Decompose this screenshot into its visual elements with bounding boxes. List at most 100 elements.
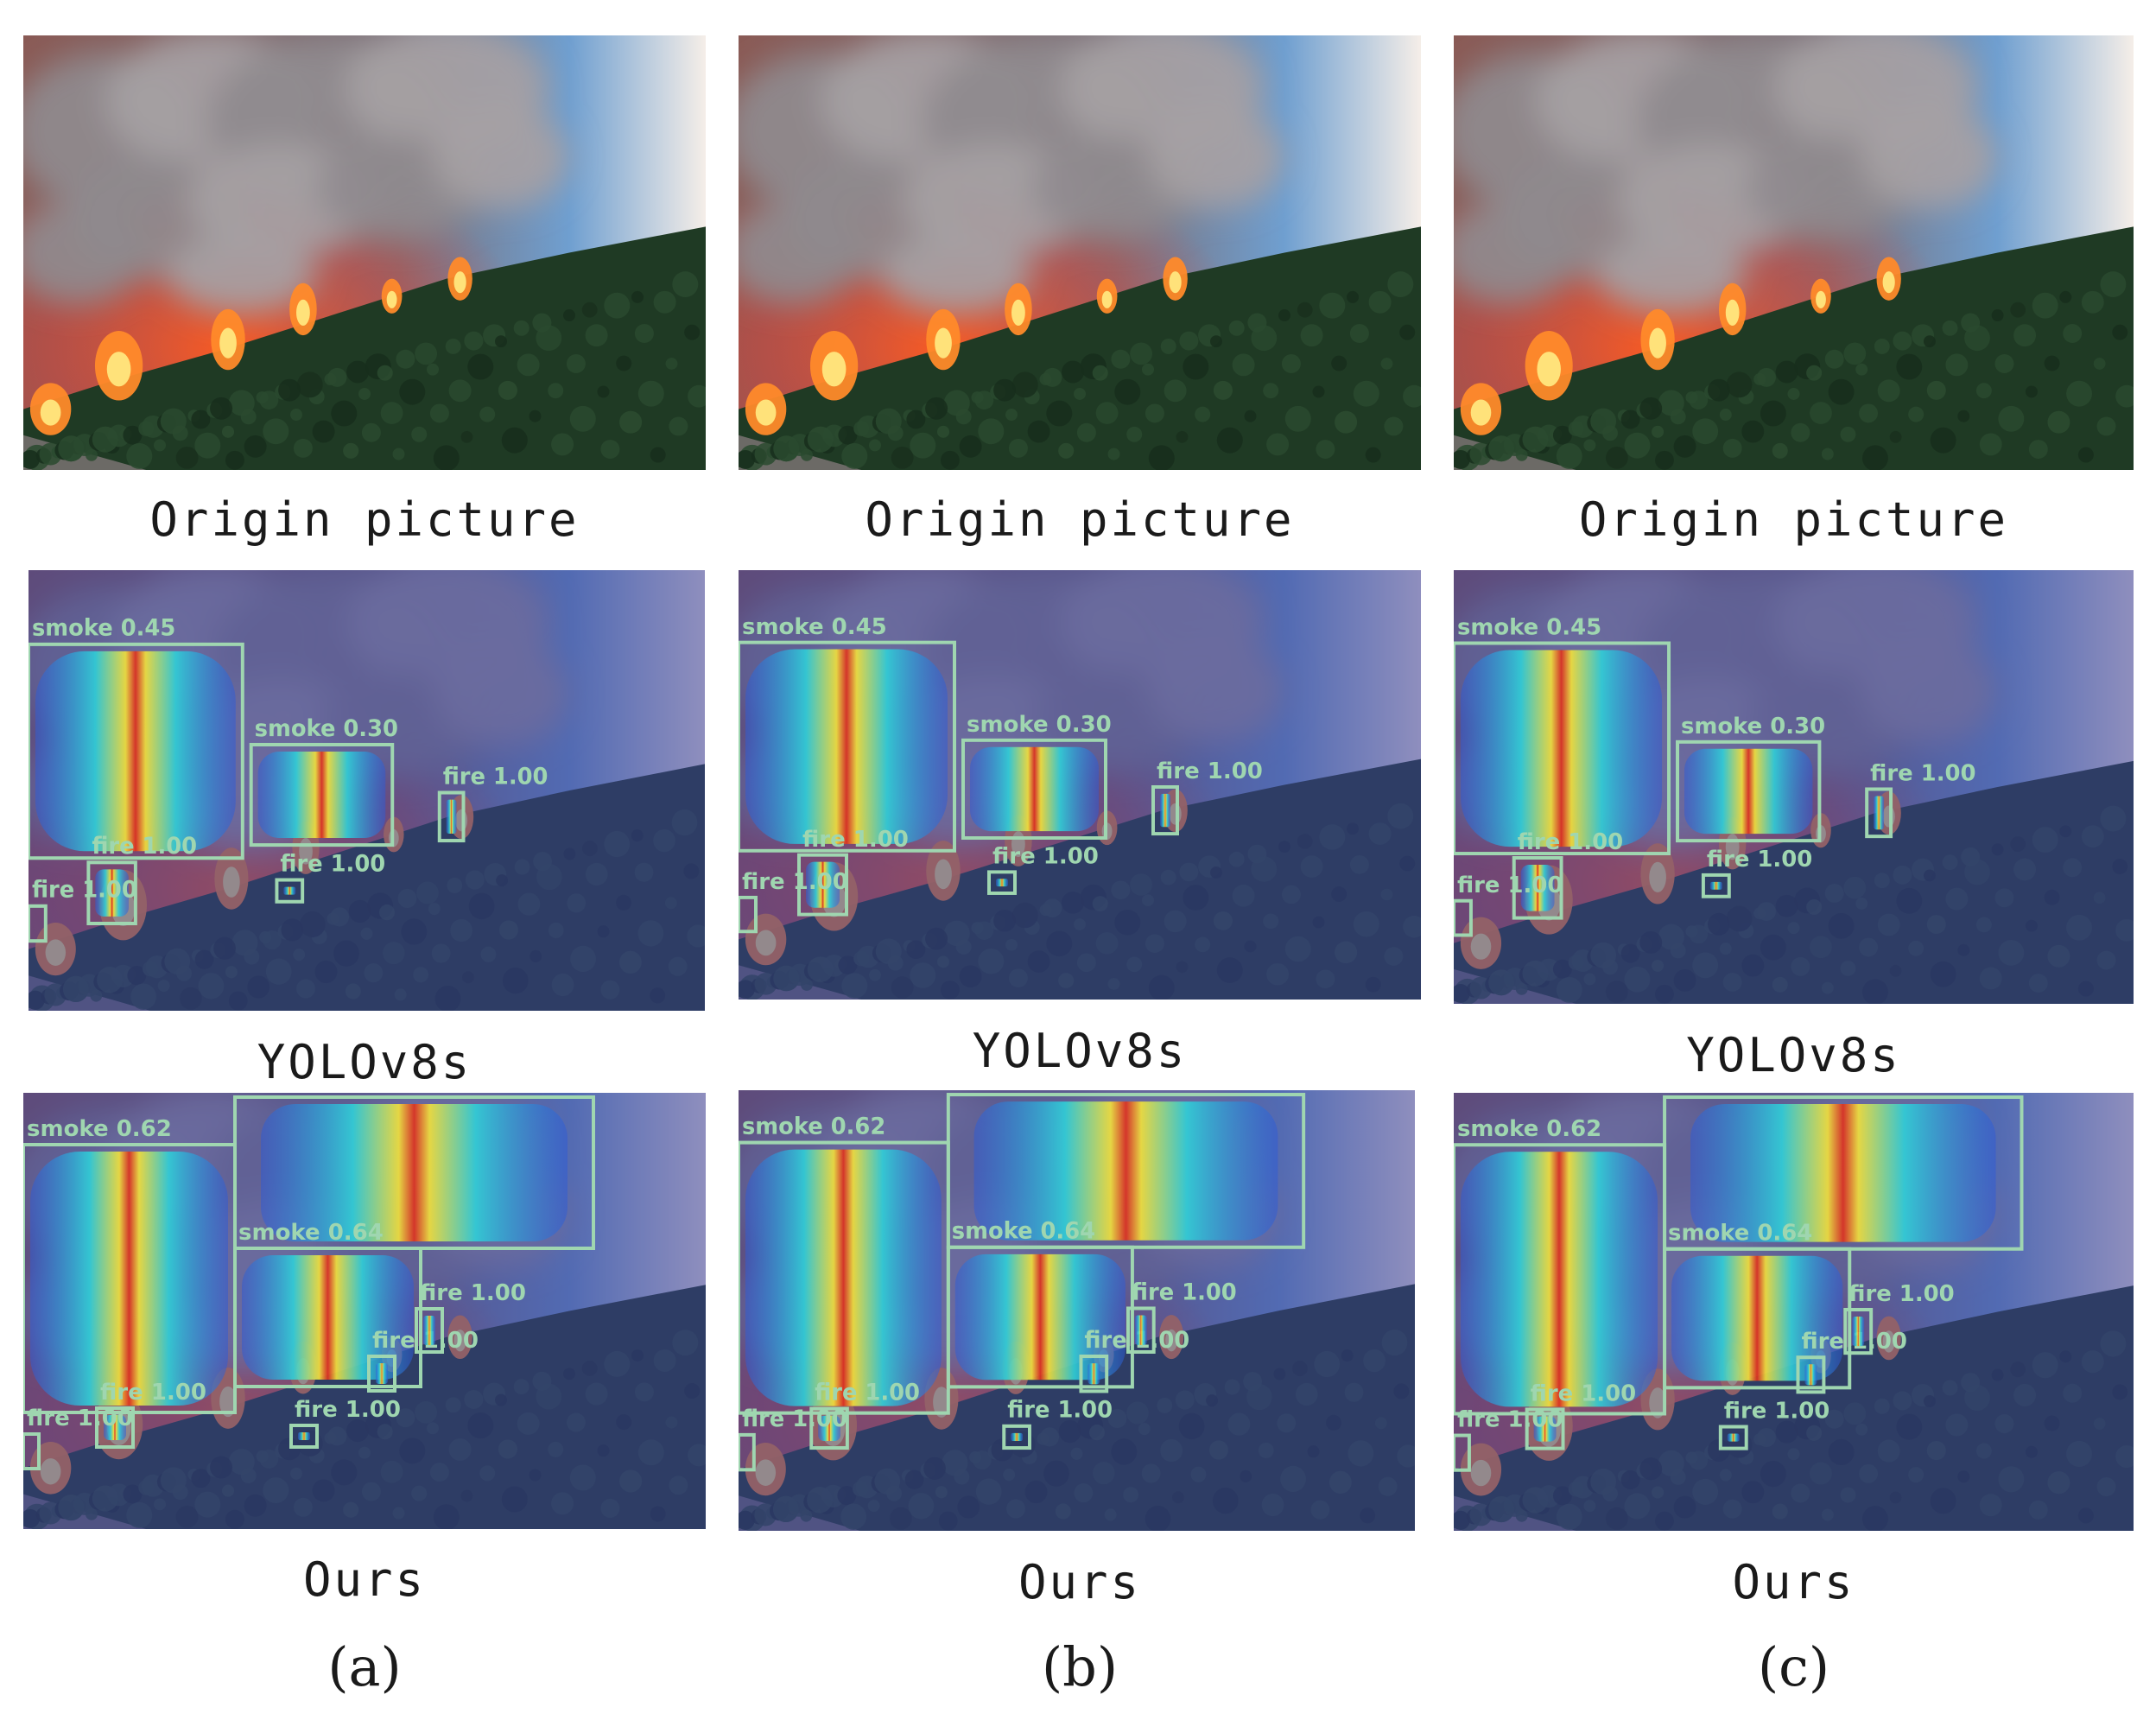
detection-label: smoke 0.62 xyxy=(27,1116,172,1142)
heatmap-region xyxy=(1671,1255,1843,1381)
origin-image-a xyxy=(23,35,706,470)
detection-label: fire 1.00 xyxy=(32,877,137,903)
heatmap-region xyxy=(1874,796,1885,830)
detection-box: smoke 0.62 xyxy=(1454,1116,1667,1416)
detection-box: fire 1.00 xyxy=(1151,758,1263,836)
heatmap-region xyxy=(1684,748,1813,835)
detection-box: smoke 0.45 xyxy=(29,616,244,860)
detection-label: fire 1.00 xyxy=(27,1406,133,1431)
heatmap-region xyxy=(1088,1363,1100,1385)
detection-label: fire 1.00 xyxy=(1457,873,1563,898)
detection-label: smoke 0.45 xyxy=(1457,615,1601,641)
panel-svg: smoke 0.45 smoke 0.30 fire 1.00 fire 1.00 fi… xyxy=(29,570,705,1011)
panel-svg: smoke 0.45 smoke 0.30 fire 1.00 fire 1.00 fi… xyxy=(739,570,1421,1000)
heatmap-region xyxy=(1852,1317,1865,1347)
caption-ours-b: Ours xyxy=(1018,1555,1142,1609)
caption-yolo-b: YOLOv8s xyxy=(972,1024,1188,1078)
tree-texture xyxy=(23,271,706,470)
panel-svg: smoke 0.45 smoke 0.30 fire 1.00 fire 1.00 fi… xyxy=(1454,570,2134,1004)
heatmap-region xyxy=(973,1101,1278,1241)
detection-box: fire 1.00 xyxy=(1718,1398,1829,1450)
detection-box: fire 1.00 xyxy=(739,869,848,934)
detection-label: fire 1.00 xyxy=(1007,1397,1113,1423)
detection-label: fire 1.00 xyxy=(1870,761,1975,787)
detection-box: smoke 0.30 xyxy=(961,712,1112,840)
panel-svg xyxy=(1454,35,2134,470)
detection-label: fire 1.00 xyxy=(1531,1380,1636,1406)
sublabel-b: (b) xyxy=(1041,1635,1119,1698)
tree-texture xyxy=(739,271,1421,470)
detection-label: fire 1.00 xyxy=(1707,847,1812,873)
forest-hill xyxy=(23,226,706,470)
heatmap-region xyxy=(970,746,1099,832)
detection-box: smoke 0.64 xyxy=(1663,1221,1852,1390)
heatmap-region xyxy=(1709,881,1722,890)
sublabel-a: (a) xyxy=(327,1635,402,1698)
flames xyxy=(1460,257,1901,435)
detection-box: smoke 0.64 xyxy=(233,1220,422,1388)
heatmap-region xyxy=(806,861,840,908)
detection-box: fire 1.00 xyxy=(1454,873,1563,937)
detection-box: fire 1.00 xyxy=(1126,1279,1237,1354)
detection-box: fire 1.00 xyxy=(289,1397,401,1449)
detection-box: fire 1.00 xyxy=(1454,1406,1563,1472)
forest-hill xyxy=(739,226,1421,470)
forest-hill xyxy=(1454,226,2134,470)
heatmap-region xyxy=(1533,1416,1557,1442)
detection-box: fire 1.00 xyxy=(1843,1281,1955,1355)
panel-svg xyxy=(739,35,1421,470)
detection-box: fire 1.00 xyxy=(739,1406,847,1472)
heatmap-region xyxy=(298,1432,310,1440)
detection-box: fire 1.00 xyxy=(275,851,385,904)
caption-ours-a: Ours xyxy=(302,1552,427,1607)
caption-yolo-a: YOLOv8s xyxy=(257,1035,472,1089)
detection-box: fire 1.00 xyxy=(29,877,137,943)
detection-box: smoke 0.30 xyxy=(1676,714,1825,843)
detection-label: fire 1.00 xyxy=(295,1397,401,1423)
heatmap-region xyxy=(1160,793,1170,828)
heatmap-region xyxy=(1460,1152,1658,1407)
heatmap-region xyxy=(1727,1433,1740,1442)
detection-label: smoke 0.30 xyxy=(967,712,1112,738)
ours-heatmap-a: smoke 0.62 smoke 0.64 fire 1.00 fire 1.00 fi… xyxy=(23,1093,706,1529)
detection-box: fire 1.00 xyxy=(797,827,909,917)
detection-box: fire 1.00 xyxy=(809,1380,920,1450)
detection-label: fire 1.00 xyxy=(1157,758,1263,784)
heatmap-region xyxy=(242,1255,414,1380)
detection-box: fire 1.00 xyxy=(415,1280,526,1354)
ours-heatmap-b: smoke 0.62 smoke 0.64 fire 1.00 fire 1.00 fi… xyxy=(739,1090,1415,1531)
caption-origin-c: Origin picture xyxy=(1578,492,2009,547)
heatmap-region xyxy=(954,1254,1126,1380)
heatmap-region xyxy=(423,1316,435,1345)
sublabel-c: (c) xyxy=(1757,1635,1830,1698)
detection-label: fire 1.00 xyxy=(802,827,909,853)
panel-svg xyxy=(23,35,706,470)
detection-box: fire 1.00 xyxy=(987,844,1099,895)
detection-label: fire 1.00 xyxy=(420,1280,526,1306)
heatmap-region xyxy=(745,649,948,844)
heatmap-region xyxy=(818,1415,840,1441)
caption-origin-b: Origin picture xyxy=(865,492,1295,547)
detection-label: smoke 0.62 xyxy=(1457,1116,1601,1142)
detection-label: fire 1.00 xyxy=(992,844,1099,870)
yolo-heatmap-b: smoke 0.45 smoke 0.30 fire 1.00 fire 1.00 fi… xyxy=(739,570,1421,1000)
heatmap-region xyxy=(261,1104,568,1241)
detection-label: fire 1.00 xyxy=(1132,1279,1237,1305)
detection-box: fire 1.00 xyxy=(86,834,197,926)
heatmap-region xyxy=(1011,1432,1024,1441)
ours-heatmap-c: smoke 0.62 smoke 0.64 fire 1.00 fire 1.00 fi… xyxy=(1454,1093,2134,1531)
detection-label: fire 1.00 xyxy=(1848,1281,1954,1307)
detection-box: fire 1.00 xyxy=(1701,847,1812,898)
detection-label: fire 1.00 xyxy=(92,834,197,860)
caption-origin-a: Origin picture xyxy=(149,492,580,547)
heatmap-region xyxy=(1804,1364,1817,1386)
detection-label: fire 1.00 xyxy=(100,1380,206,1406)
detection-box: fire 1.00 xyxy=(437,764,549,843)
caption-yolo-c: YOLOv8s xyxy=(1686,1028,1901,1082)
detection-label: fire 1.00 xyxy=(443,764,549,790)
detection-label: smoke 0.45 xyxy=(32,616,175,642)
heatmap-region xyxy=(1134,1315,1147,1345)
detection-label: smoke 0.62 xyxy=(742,1114,885,1139)
heatmap-region xyxy=(104,1415,126,1440)
